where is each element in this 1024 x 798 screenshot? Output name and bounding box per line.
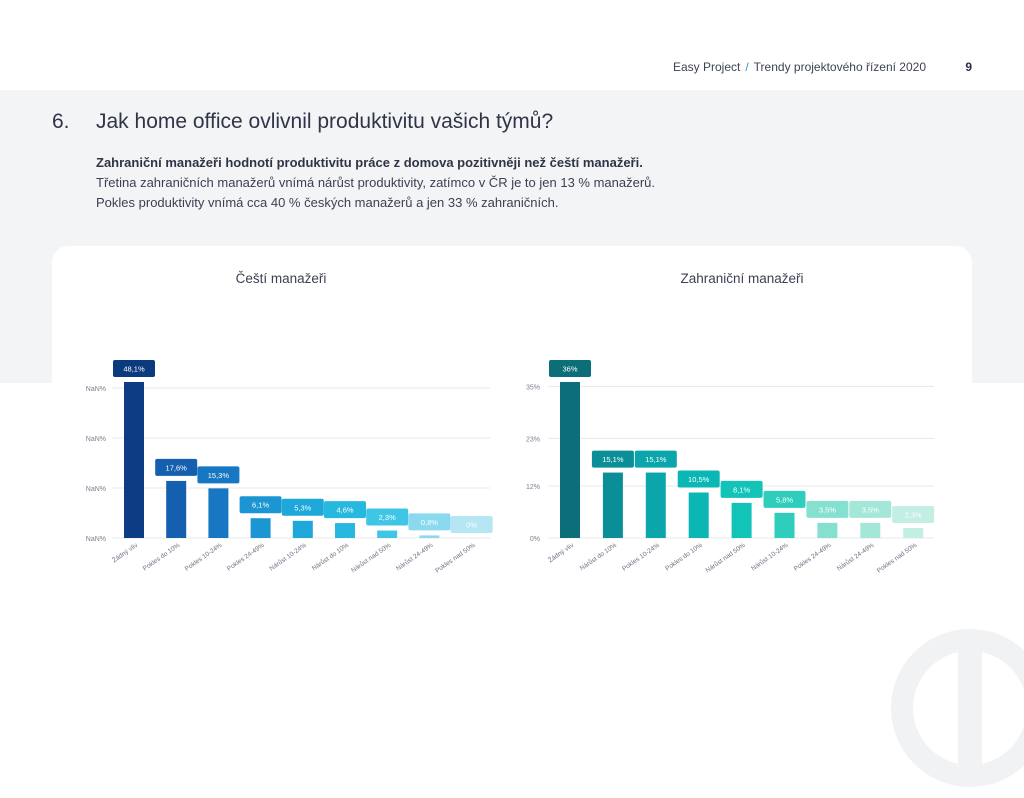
data-label: 17,6%: [166, 463, 188, 472]
data-label: 10,5%: [688, 475, 710, 484]
data-label-box: [806, 500, 849, 518]
data-label: 0,8%: [421, 518, 438, 527]
y-tick-label: NaN%: [86, 386, 106, 393]
bar: [903, 528, 924, 538]
page-header: Easy Project / Trendy projektového řízení …: [0, 0, 1024, 90]
bar: [250, 518, 271, 538]
x-tick-label: Nárůst 24-49%: [835, 541, 875, 573]
bar-chart-czech-managers: NaN%NaN%NaN%NaN%48,1%Žádný vliv17,6%Pokl…: [86, 360, 493, 575]
data-label-box: [677, 470, 720, 488]
data-label: 4,6%: [336, 506, 353, 515]
x-tick-label: Žádný vliv: [546, 540, 576, 565]
chart-title-foreign: Zahraniční manažeři: [680, 271, 804, 286]
data-label-box: [591, 450, 634, 468]
bar: [645, 472, 666, 538]
bar: [292, 520, 313, 538]
data-label-box: [450, 516, 493, 533]
bar: [419, 535, 440, 538]
data-label-box: [239, 496, 282, 514]
data-label: 3,5%: [862, 505, 879, 514]
data-label-box: [849, 500, 892, 518]
y-tick-label: NaN%: [86, 436, 106, 443]
bar: [817, 522, 838, 538]
data-label-box: [408, 513, 451, 531]
data-label: 15,3%: [208, 471, 230, 480]
data-label-box: [113, 360, 155, 377]
data-label: 2,3%: [905, 511, 922, 520]
data-label: 36%: [562, 365, 577, 374]
data-label: 48,1%: [123, 365, 145, 374]
x-tick-label: Pokles nad 50%: [876, 542, 919, 575]
data-label-box: [366, 508, 409, 526]
x-tick-label: Pokles 10-24%: [621, 542, 661, 573]
chart-title-czech: Čeští manažeři: [235, 271, 327, 286]
data-label-box: [197, 466, 240, 484]
section-number: 6.: [52, 110, 70, 133]
y-tick-label: NaN%: [86, 536, 106, 543]
data-label-box: [155, 458, 198, 476]
x-tick-label: Nárůst nad 50%: [704, 541, 747, 574]
data-label: 2,3%: [379, 513, 396, 522]
bar: [688, 492, 709, 538]
x-tick-label: Nárůst 10-24%: [750, 541, 790, 573]
x-tick-label: Pokles 24-49%: [793, 542, 833, 573]
bar-chart-foreign-managers: 0% 12% 23% 35% 36% Žádný vliv 15,1% Nárůst do 1…: [526, 360, 935, 575]
section-title: Jak home office ovlivnil produktivitu va…: [96, 110, 554, 133]
data-label: 0%: [466, 521, 477, 530]
data-label-box: [324, 501, 366, 519]
data-label-box: [763, 490, 806, 508]
bar: [377, 530, 398, 538]
data-label: 5,3%: [294, 503, 311, 512]
data-label-box: [549, 360, 591, 377]
intro-line-2: Třetina zahraničních manažerů vnímá nárů…: [96, 175, 656, 190]
data-label: 8,1%: [733, 485, 750, 494]
bar: [335, 523, 355, 538]
brand-name: Easy Project: [672, 60, 741, 74]
data-label: 6,1%: [252, 501, 269, 510]
data-label: 15,1%: [645, 455, 667, 464]
x-tick-label: Pokles do 10%: [664, 542, 704, 573]
bar: [774, 512, 795, 538]
intro-line-3: Pokles produktivity vnímá cca 40 % český…: [96, 195, 559, 210]
header-separator: /: [745, 60, 749, 74]
intro-highlight: Zahraniční manažeři hodnotí produktivitu…: [96, 155, 643, 170]
y-tick-label: NaN%: [86, 486, 106, 493]
y-tick-label: 23%: [526, 436, 540, 443]
running-header: Easy Project / Trendy projektového řízení …: [673, 60, 926, 74]
bar: [124, 382, 144, 538]
data-label: 3,5%: [819, 505, 836, 514]
y-tick-label: 12%: [526, 484, 540, 491]
intro-text: Zahraniční manažeři hodnotí produktivitu…: [96, 153, 916, 213]
data-label-box: [720, 480, 763, 498]
bar: [208, 488, 229, 538]
y-tick-label: 35%: [526, 384, 540, 391]
x-tick-label: Nárůst do 10%: [578, 541, 618, 572]
easy-project-logo-icon: [891, 629, 1024, 787]
data-label-box: [892, 506, 935, 524]
data-label: 5,8%: [776, 495, 793, 504]
data-label: 15,1%: [602, 455, 624, 464]
document-title: Trendy projektového řízení 2020: [753, 60, 926, 74]
bar: [560, 382, 580, 538]
charts-card: [52, 246, 972, 606]
bar: [166, 480, 187, 538]
page-number: 9: [965, 60, 972, 74]
bar: [860, 522, 881, 538]
data-label-box: [281, 498, 324, 516]
y-tick-label: 0%: [530, 536, 540, 543]
bar: [731, 502, 752, 538]
data-label-box: [634, 450, 677, 468]
bar: [602, 472, 623, 538]
